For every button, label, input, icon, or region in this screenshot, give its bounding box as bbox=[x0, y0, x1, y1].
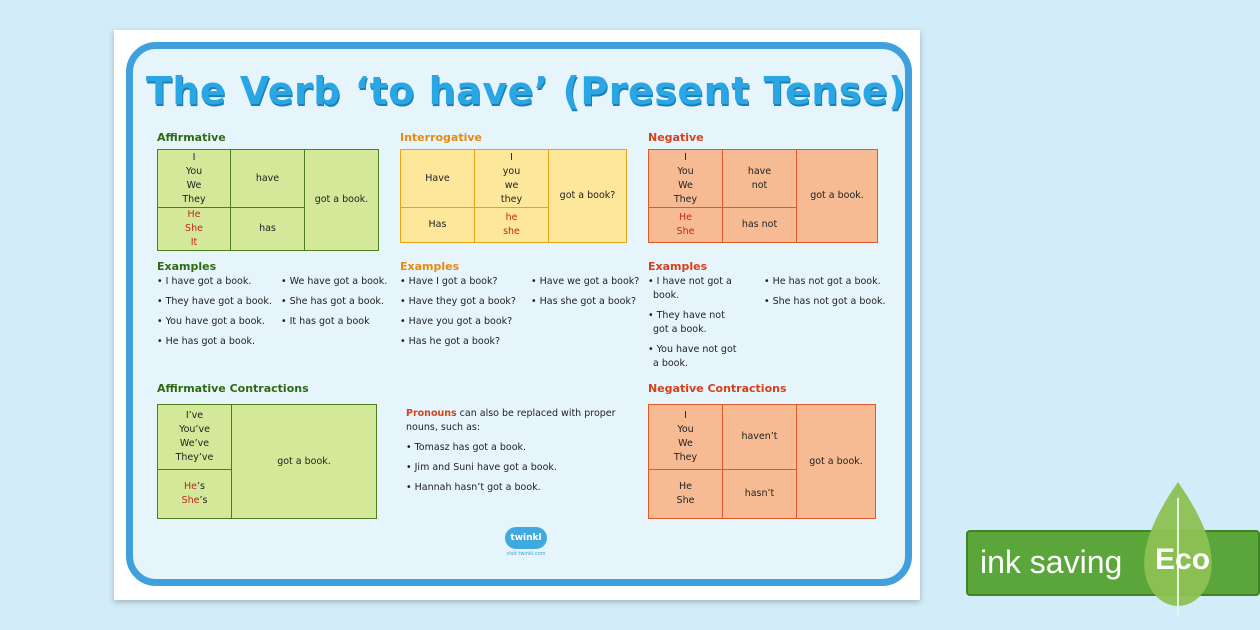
list-item: • Has she got a book? bbox=[531, 296, 637, 307]
leaf-icon bbox=[1144, 482, 1212, 616]
affirmative-examples-col1: • I have got a book. • They have got a b… bbox=[157, 275, 272, 355]
list-item: • You have not got a book. bbox=[648, 344, 737, 369]
affirmative-heading: Affirmative bbox=[157, 131, 226, 144]
list-item: • It has got a book bbox=[281, 316, 370, 327]
list-item: • He has got a book. bbox=[157, 336, 256, 347]
interrogative-subjects-b: he she bbox=[474, 207, 549, 243]
neg-contraction-object: got a book. bbox=[796, 404, 876, 519]
logo-badge: twinkl bbox=[505, 527, 547, 549]
interrogative-examples-heading: Examples bbox=[400, 260, 460, 273]
pronouns-intro: Pronouns can also be replaced with prope… bbox=[406, 408, 616, 433]
list-item: • Hannah hasn’t got a book. bbox=[406, 482, 541, 493]
list-item: • He has not got a book. bbox=[764, 276, 881, 287]
list-item: • They have not got a book. bbox=[648, 310, 725, 335]
list-item: • Has he got a book? bbox=[400, 336, 501, 347]
affirmative-contractions-table: I’ve You’ve We’ve They’ve got a book. He’s … bbox=[157, 404, 377, 519]
ink-saving-label: ink saving bbox=[980, 544, 1123, 580]
negative-subjects-a: I You We They bbox=[648, 149, 723, 208]
poster-sheet: The Verb ‘to have’ (Present Tense) Affir… bbox=[114, 30, 920, 600]
affirmative-verb-have: have bbox=[230, 149, 305, 208]
list-item: • They have got a book. bbox=[157, 296, 272, 307]
negative-verb-has-not: has not bbox=[722, 207, 797, 243]
interrogative-examples-col1: • Have I got a book? • Have they got a b… bbox=[400, 275, 516, 355]
logo-url: visit twinkl.com bbox=[506, 551, 546, 557]
list-item: • Have you got a book? bbox=[400, 316, 513, 327]
eco-label: Eco bbox=[1155, 543, 1211, 576]
pronouns-note: Pronouns can also be replaced with prope… bbox=[406, 407, 631, 501]
list-item: • Have they got a book? bbox=[400, 296, 516, 307]
list-item: • Jim and Suni have got a book. bbox=[406, 462, 557, 473]
interrogative-verb-has: Has bbox=[400, 207, 475, 243]
negative-subjects-b: He She bbox=[648, 207, 723, 243]
neg-contraction-subjects-b: He She bbox=[648, 469, 723, 519]
affirmative-table: I You We They have got a book. He She It has bbox=[157, 149, 379, 251]
list-item: • She has got a book. bbox=[281, 296, 384, 307]
negative-examples-col1: • I have not got a book. • They have not g… bbox=[648, 275, 737, 377]
negative-verb-have-not: have not bbox=[722, 149, 797, 208]
negative-contractions-table: I You We They haven’t got a book. He She has… bbox=[648, 404, 876, 519]
list-item: • Have I got a book? bbox=[400, 276, 498, 287]
interrogative-examples-col2: • Have we got a book? • Has she got a bo… bbox=[531, 275, 639, 315]
list-item: • Tomasz has got a book. bbox=[406, 442, 527, 453]
contraction-object: got a book. bbox=[231, 404, 377, 519]
contraction-forms-b: He’s She’s bbox=[157, 469, 232, 519]
negative-table: I You We They have not got a book. He She has… bbox=[648, 149, 878, 243]
poster-frame: The Verb ‘to have’ (Present Tense) Affir… bbox=[126, 42, 912, 586]
affirmative-examples-heading: Examples bbox=[157, 260, 217, 273]
interrogative-heading: Interrogative bbox=[400, 131, 483, 144]
neg-contraction-havent: haven’t bbox=[722, 404, 797, 470]
affirmative-subjects-b: He She It bbox=[157, 207, 231, 251]
affirmative-examples-col2: • We have got a book. • She has got a bo… bbox=[281, 275, 387, 335]
affirmative-subjects-a: I You We They bbox=[157, 149, 231, 208]
interrogative-object: got a book? bbox=[548, 149, 627, 243]
negative-examples-heading: Examples bbox=[648, 260, 708, 273]
interrogative-verb-have: Have bbox=[400, 149, 475, 208]
neg-contraction-hasnt: hasn’t bbox=[722, 469, 797, 519]
affirmative-contractions-heading: Affirmative Contractions bbox=[157, 382, 309, 395]
negative-heading: Negative bbox=[648, 131, 704, 144]
list-item: • I have not got a book. bbox=[648, 276, 732, 301]
list-item: • We have got a book. bbox=[281, 276, 388, 287]
page-title: The Verb ‘to have’ (Present Tense) bbox=[145, 69, 907, 113]
list-item: • She has not got a book. bbox=[764, 296, 886, 307]
negative-examples-col2: • He has not got a book. • She has not g… bbox=[764, 275, 886, 315]
contraction-forms-a: I’ve You’ve We’ve They’ve bbox=[157, 404, 232, 470]
twinkl-logo: twinkl visit twinkl.com bbox=[505, 527, 547, 557]
affirmative-object: got a book. bbox=[304, 149, 379, 251]
affirmative-verb-has: has bbox=[230, 207, 305, 251]
list-item: • Have we got a book? bbox=[531, 276, 640, 287]
negative-contractions-heading: Negative Contractions bbox=[648, 382, 787, 395]
list-item: • You have got a book. bbox=[157, 316, 265, 327]
list-item: • I have got a book. bbox=[157, 276, 252, 287]
negative-object: got a book. bbox=[796, 149, 878, 243]
neg-contraction-subjects-a: I You We They bbox=[648, 404, 723, 470]
